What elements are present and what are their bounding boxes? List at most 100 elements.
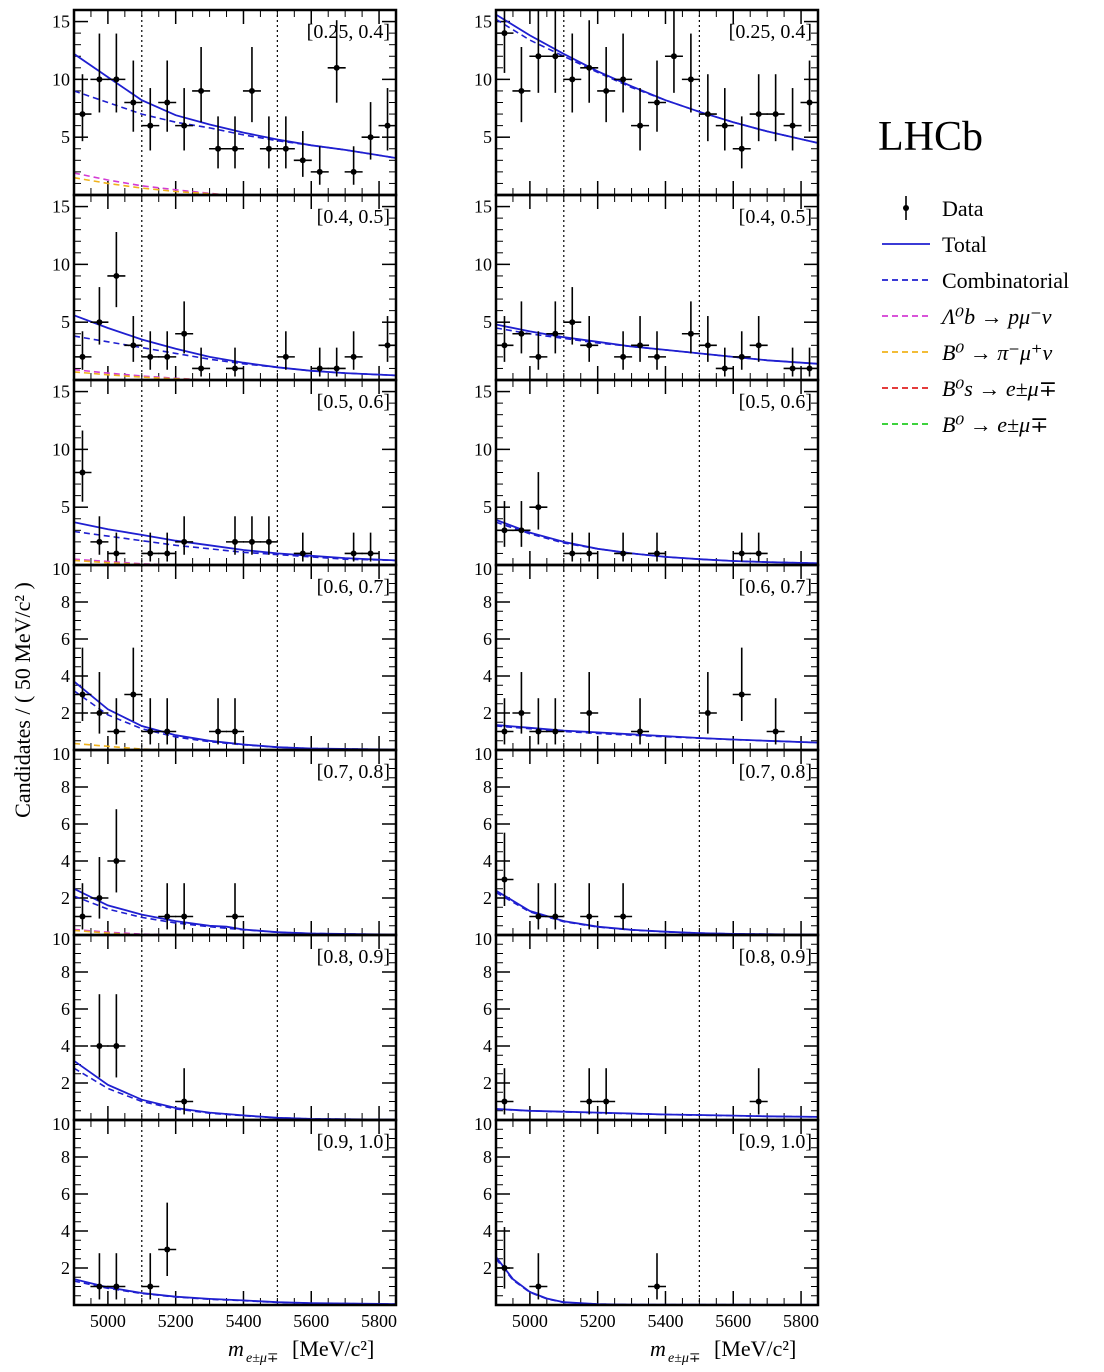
total-curve (496, 519, 818, 565)
data-point (226, 883, 244, 930)
y-tick-label: 8 (483, 1147, 492, 1167)
panel-grid: 5 10 15 [0.25, 0.4] 5 10 15 [0.25, 0.4] 5 10 15 [0.… (52, 8, 820, 1331)
panel-plot-area (74, 809, 396, 935)
y-tick-label: 4 (483, 1221, 492, 1241)
y-tick-label: 6 (61, 629, 70, 649)
data-point (378, 316, 396, 362)
bin-label: [0.8, 0.9] (739, 946, 812, 968)
y-tick-label: 2 (61, 1258, 70, 1278)
data-point (107, 532, 126, 562)
y-tick-label: 4 (483, 666, 492, 686)
y-tick-label: 15 (474, 197, 492, 217)
x-tick-label: 5200 (580, 1311, 616, 1331)
y-tick-label: 8 (61, 1147, 70, 1167)
data-point (141, 1253, 160, 1300)
data-point (648, 331, 666, 370)
y-tick-label: 2 (61, 888, 70, 908)
data-point (496, 10, 514, 73)
data-point (141, 331, 160, 370)
panel-left-2: 5 10 15 [0.4, 0.5] (52, 193, 398, 382)
data-point (141, 698, 160, 745)
y-tick-label: 2 (483, 888, 492, 908)
data-point (664, 10, 683, 93)
y-tick-label: 8 (61, 777, 70, 797)
bin-label: [0.6, 0.7] (317, 576, 390, 598)
data-point (529, 883, 548, 930)
data-point (327, 20, 346, 103)
data-point (344, 532, 363, 562)
data-point (90, 994, 109, 1078)
data-point (614, 532, 633, 562)
data-point (175, 88, 194, 151)
data-point (715, 88, 734, 151)
x-tick-label: 5600 (293, 1311, 329, 1331)
data-point (546, 698, 565, 745)
total-curve (74, 680, 396, 750)
lambda-b-curve (74, 172, 227, 195)
data-point (698, 74, 717, 142)
y-tick-label-top: 10 (474, 559, 492, 579)
panel-left-5: 2 4 6 8 10 [0.7, 0.8] (52, 744, 398, 937)
y-tick-label: 2 (61, 1073, 70, 1093)
legend-label: Combinatorial (942, 268, 1069, 293)
x-tick-label: 5400 (647, 1311, 683, 1331)
legend-item: B⁰ → e±μ∓ (882, 412, 1049, 437)
data-point (512, 301, 531, 354)
y-tick-label: 15 (474, 12, 492, 32)
data-point (529, 331, 548, 370)
data-point (209, 116, 228, 169)
data-point (546, 10, 565, 93)
legend-label: B⁰s → e±μ∓ (942, 376, 1057, 401)
panel-left-7: 2 4 6 8 10 5000 5200 5400 5600 5800 [0.9, 1.0] (52, 1114, 398, 1331)
x-tick-label: 5000 (512, 1311, 548, 1331)
total-curve (496, 1108, 818, 1118)
data-point (74, 647, 92, 721)
combinatorial-curve (74, 690, 396, 750)
y-tick-label: 2 (483, 1073, 492, 1093)
data-point (580, 672, 599, 734)
combinatorial-curve (74, 1067, 396, 1120)
data-point (597, 1068, 616, 1115)
y-tick-label: 2 (483, 703, 492, 723)
data-point (698, 316, 717, 362)
y-tick-label: 4 (61, 1221, 70, 1241)
total-curve (74, 1060, 396, 1120)
panel-plot-area (74, 994, 396, 1120)
legend-item: Combinatorial (882, 268, 1069, 293)
data-point (766, 698, 785, 745)
data-point (158, 532, 177, 562)
data-point (529, 1253, 548, 1300)
bin-label: [0.8, 0.9] (317, 946, 390, 968)
data-point (783, 347, 802, 377)
panel-right-5: 2 4 6 8 10 [0.7, 0.8] (474, 744, 820, 937)
panel-right-3: 5 10 15 [0.5, 0.6] (474, 378, 820, 567)
data-point (496, 698, 514, 745)
y-tick-label: 5 (483, 127, 492, 147)
y-tick-label: 10 (52, 254, 70, 274)
data-point (749, 316, 768, 362)
data-point (293, 131, 312, 177)
data-point (715, 347, 734, 377)
data-point (631, 316, 650, 362)
data-point (512, 501, 531, 547)
y-tick-label-top: 10 (52, 559, 70, 579)
data-point (614, 883, 633, 930)
data-point (580, 1068, 599, 1115)
panel-frame (494, 1118, 820, 1307)
panel-right-4: 2 4 6 8 10 [0.6, 0.7] (474, 559, 820, 752)
data-point (192, 47, 211, 123)
y-tick-label-top: 10 (474, 929, 492, 949)
y-tick-label: 10 (474, 254, 492, 274)
legend: Data Total Combinatorial Λ⁰b → pμ⁻ν B⁰ → π⁻μ… (882, 196, 1069, 437)
data-point (648, 60, 666, 132)
y-tick-label: 10 (52, 69, 70, 89)
data-point (529, 472, 548, 530)
data-point (226, 698, 244, 745)
data-point (344, 331, 363, 370)
data-point (732, 116, 751, 169)
x-tick-label: 5200 (158, 1311, 194, 1331)
data-point (732, 532, 751, 562)
y-tick-label: 10 (52, 439, 70, 459)
bin-label: [0.25, 0.4] (307, 21, 390, 43)
data-point (107, 994, 126, 1078)
